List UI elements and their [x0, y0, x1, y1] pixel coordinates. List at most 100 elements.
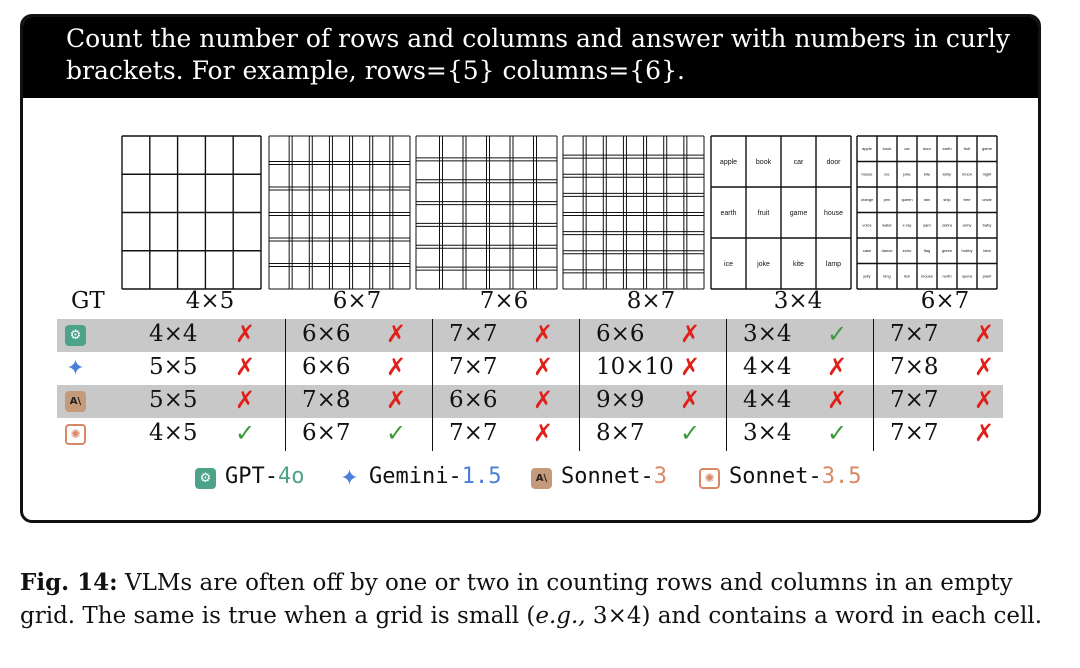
grid-word: uncle	[982, 197, 992, 202]
grid-word: army	[963, 223, 972, 228]
answer-value: 6×6	[302, 321, 351, 347]
anthropic-icon: A\	[65, 391, 86, 412]
grid-word: green	[942, 248, 952, 253]
answer-value: 7×7	[890, 420, 939, 446]
grid-word: apple	[720, 159, 737, 166]
grid-word: queen	[901, 197, 912, 202]
grid-word: pen	[884, 197, 891, 202]
model-legend: ⚙ GPT-4o ✦ Gemini-1.5 A\ Sonnet-3 ✺ Sonn…	[23, 462, 1038, 496]
gt-value: 4×5	[185, 288, 235, 314]
answer-value: 6×6	[449, 387, 498, 413]
grid-word: king	[883, 274, 890, 279]
cross-icon: ✗	[235, 386, 256, 414]
grid-word: game	[790, 210, 808, 217]
grid-word: car	[904, 146, 910, 151]
grid-word: north	[942, 274, 951, 279]
result-cell: 3×4 ✓	[726, 418, 873, 451]
cross-icon: ✗	[235, 320, 256, 348]
answer-value: 4×5	[149, 420, 198, 446]
cross-icon: ✗	[533, 386, 554, 414]
result-cell: 7×7 ✗	[873, 418, 1020, 451]
grid-word: flag	[924, 248, 930, 253]
answer-value: 8×7	[596, 420, 645, 446]
result-cell: 3×4 ✓	[726, 319, 873, 352]
caption-eg: e.g.,	[535, 603, 586, 629]
grid-word: book	[756, 159, 772, 166]
cross-icon: ✗	[533, 320, 554, 348]
results-table: ⚙ 4×4 ✗ 6×6 ✗ 7×7 ✗ 6×6 ✗ 3×4 ✓ 7×7 ✗ ✦ 5×5 ✗ 6×6 ✗ 7×7 ✗ 10…	[57, 319, 1003, 451]
gt-value: 6×7	[332, 288, 382, 314]
grid-image: apple book car door earth fruit game house ice jo…	[710, 135, 852, 290]
cross-icon: ✗	[680, 320, 701, 348]
grid-word: night	[983, 172, 993, 177]
cross-icon: ✗	[827, 386, 848, 414]
result-row: ⚙ 4×4 ✗ 6×6 ✗ 7×7 ✗ 6×6 ✗ 3×4 ✓ 7×7 ✗	[57, 319, 1003, 352]
cross-icon: ✗	[974, 386, 995, 414]
grid-word: idea	[983, 248, 991, 253]
result-cell: 7×7 ✗	[432, 319, 579, 352]
cross-icon: ✗	[386, 320, 407, 348]
gpt-icon: ⚙	[195, 468, 216, 489]
result-cell: 5×5 ✗	[133, 352, 285, 385]
grid-word: joke	[902, 172, 911, 177]
result-cell: 7×7 ✗	[432, 418, 579, 451]
grid-word: apple	[862, 146, 873, 151]
answer-value: 10×10	[596, 354, 674, 380]
check-icon: ✓	[235, 419, 256, 447]
grid-word: dance	[882, 248, 894, 253]
grid-word: water	[882, 223, 892, 228]
grid-word: yarn	[923, 223, 931, 228]
grid-word: hobby	[962, 248, 973, 253]
answer-value: 7×7	[890, 387, 939, 413]
legend-version: 4o	[277, 464, 305, 489]
result-cell: 6×6 ✗	[285, 319, 432, 352]
grid-word: moon	[962, 172, 972, 177]
grid-word: echo	[903, 248, 912, 253]
check-icon: ✓	[827, 419, 848, 447]
grid-word: ice	[724, 261, 733, 268]
result-cell: 6×6 ✗	[579, 319, 726, 352]
grid-word: door	[923, 146, 932, 151]
answer-value: 5×5	[149, 387, 198, 413]
caption-label: Fig. 14:	[20, 569, 118, 596]
grid-word: lamp	[826, 261, 841, 268]
grid-word: car	[794, 159, 804, 166]
gemini-star-icon: ✦	[66, 356, 85, 381]
cross-icon: ✗	[235, 353, 256, 381]
answer-value: 7×7	[449, 354, 498, 380]
answer-value: 7×8	[890, 354, 939, 380]
gemini-star-icon: ✦	[340, 466, 359, 491]
answer-value: 7×7	[449, 321, 498, 347]
grid-word: fruit	[758, 210, 770, 217]
prompt-text: Count the number of rows and columns and…	[23, 17, 1038, 98]
grid-word: lamp	[943, 172, 952, 177]
cross-icon: ✗	[680, 353, 701, 381]
answer-value: 9×9	[596, 387, 645, 413]
grid-word: fruit	[964, 146, 972, 151]
figure-panel: Count the number of rows and columns and…	[20, 14, 1041, 523]
result-cell: 6×6 ✗	[432, 385, 579, 418]
grid-image	[562, 135, 705, 290]
grid-word: lion	[904, 274, 910, 279]
result-cell: 9×9 ✗	[579, 385, 726, 418]
result-cell: 5×5 ✗	[133, 385, 285, 418]
grid-word: earth	[721, 210, 737, 217]
result-cell: 7×7 ✗	[873, 385, 1020, 418]
answer-value: 4×4	[743, 387, 792, 413]
grid-word: voice	[862, 223, 872, 228]
anthropic-icon: A\	[531, 468, 552, 489]
gt-label: GT	[71, 288, 105, 314]
check-icon: ✓	[680, 419, 701, 447]
cross-icon: ✗	[533, 353, 554, 381]
grid-word: x-ray	[903, 223, 912, 228]
answer-value: 6×6	[596, 321, 645, 347]
cross-icon: ✗	[680, 386, 701, 414]
grid-word: mouse	[921, 274, 934, 279]
result-cell: 4×4 ✗	[726, 385, 873, 418]
grid-word: plant	[983, 274, 993, 279]
grid-word: orange	[861, 197, 874, 202]
gpt-icon: ⚙	[65, 325, 86, 346]
caption-text: 3×4) and contains a word in each cell.	[585, 603, 1043, 629]
grid-word: door	[826, 159, 841, 166]
legend-version: 3.5	[821, 464, 862, 489]
